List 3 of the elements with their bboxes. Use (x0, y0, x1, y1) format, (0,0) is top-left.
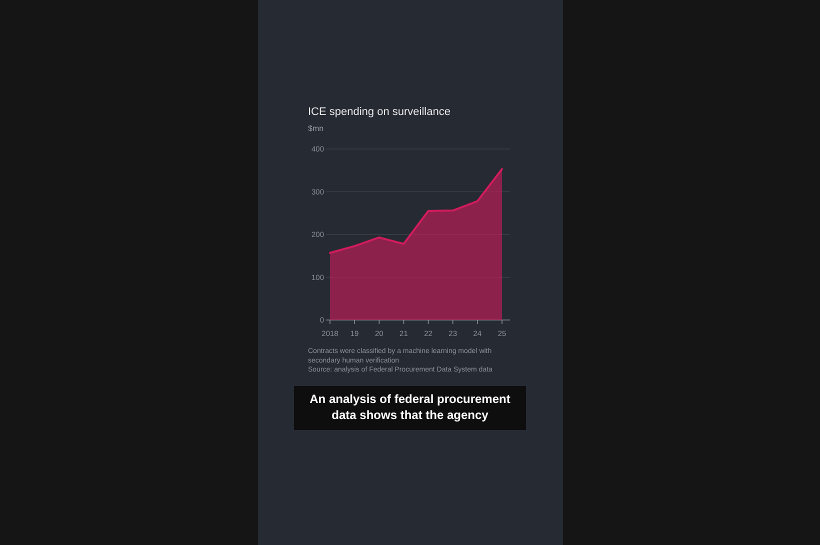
text: An analysis of federal procurement data shows that the agency (310, 392, 510, 422)
y-axis-title: $mn (308, 124, 324, 133)
chart-title: ICE spending on surveillance (308, 106, 450, 118)
